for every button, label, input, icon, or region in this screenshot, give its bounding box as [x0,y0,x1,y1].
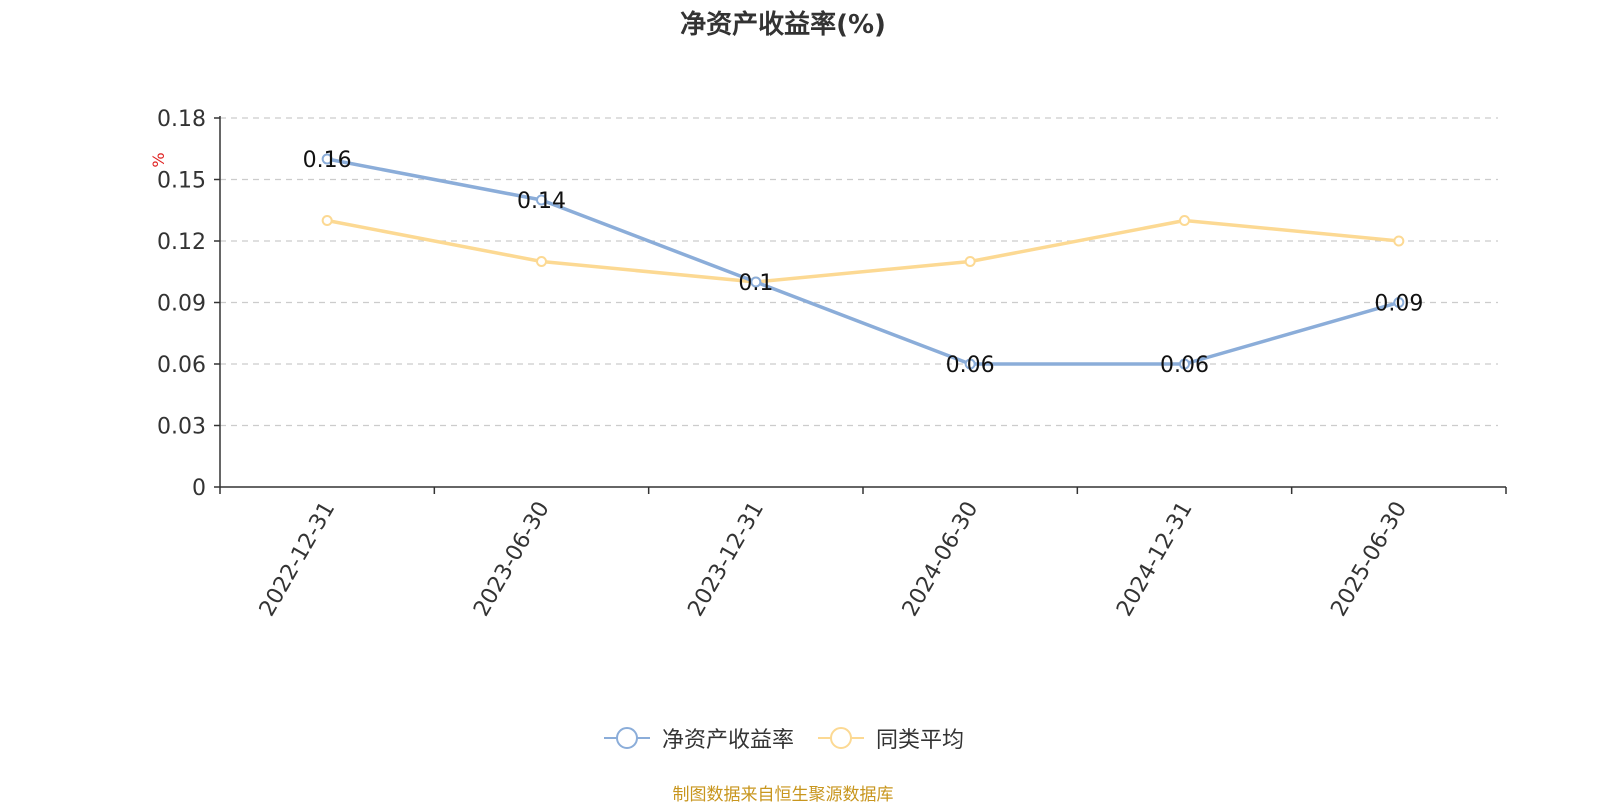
x-tick-label: 2025-06-30 [1326,498,1412,621]
data-point [321,215,333,226]
legend-label: 同类平均 [876,728,965,753]
data-point [750,276,762,288]
legend-item-0[interactable]: 净资产收益率 [602,722,794,754]
x-tick-label: 2022-12-31 [255,498,341,621]
y-tick-label: 0.12 [157,230,206,255]
data-label: 0.1 [738,271,773,296]
y-tick-label: 0.18 [157,107,206,132]
data-point [1179,358,1190,370]
data-point [964,256,976,267]
legend: 净资产收益率 同类平均 [0,722,1566,754]
data-point [536,194,547,206]
series-line-1 [326,218,1399,284]
series-line-0 [326,157,1400,366]
x-tick-label: 2023-06-30 [469,498,555,621]
data-labels: 0.16 0.14 0.1 0.06 0.06 0.09 [303,148,1424,378]
data-point [964,358,976,370]
data-point [1393,235,1405,247]
line-chart: 0 0.03 0.06 0.09 0.12 0.15 0.18% 2022-12-31 2023… [149,107,1507,621]
legend-item-1[interactable]: 同类平均 [816,722,964,754]
x-tick-label: 2024-06-30 [898,498,984,621]
data-point [1179,215,1190,226]
data-label: 0.09 [1374,292,1423,317]
series [321,153,1405,370]
y-tick-label: 0.15 [157,169,206,194]
legend-marker-icon [603,727,650,749]
y-tick-label: 0.03 [157,415,206,440]
chart-title: 净资产收益率(%) [680,10,886,40]
data-label: 0.06 [1160,353,1209,378]
data-point [321,153,333,165]
data-label: 0.14 [517,189,566,214]
legend-circle [830,727,852,749]
y-axis-label: % [149,152,168,167]
x-tick-label: 2023-12-31 [683,498,769,621]
legend-label: 净资产收益率 [661,728,794,753]
y-tick-label: 0.09 [157,292,206,317]
y-tick-label: 0.06 [157,353,206,378]
source-note: 制图数据来自恒生聚源数据库 [672,785,894,805]
data-label: 0.16 [303,148,352,173]
data-point [536,256,547,267]
legend-marker-icon [818,727,864,749]
data-point [1393,297,1405,308]
x-tick-label: 2024-12-31 [1112,498,1198,621]
data-label: 0.06 [946,353,995,378]
y-tick-label: 0 [192,476,206,501]
legend-circle [615,727,638,749]
